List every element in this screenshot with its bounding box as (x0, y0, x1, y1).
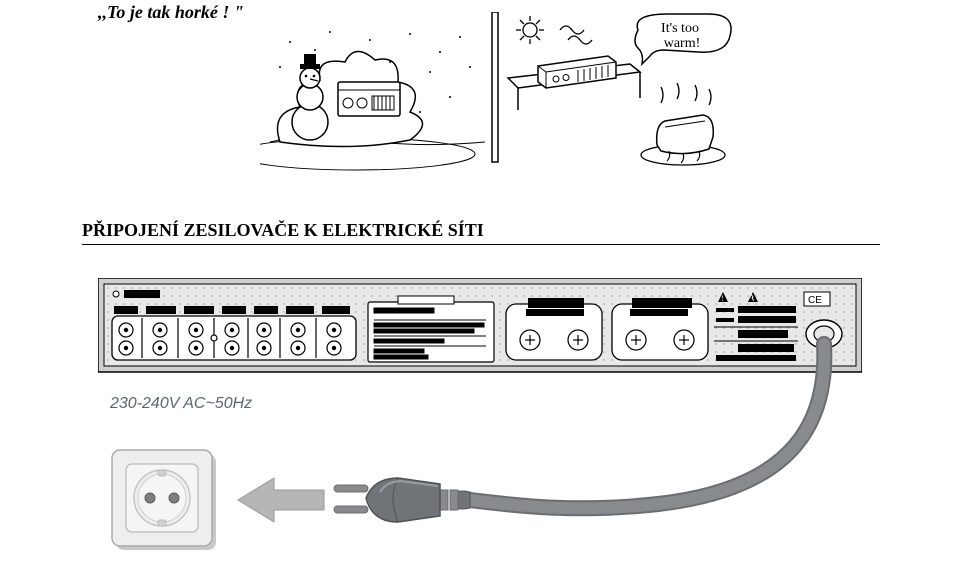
speech-line-2: warm! (664, 36, 701, 51)
speaker-terminal-group-b (612, 298, 708, 360)
svg-text:CE: CE (808, 295, 822, 306)
section-heading: PŘIPOJENÍ ZESILOVAČE K ELEKTRICKÉ SÍTI (82, 220, 484, 241)
speech-line-1: It's too (661, 21, 699, 36)
speech-bubble: It's too warm! (635, 14, 731, 64)
wall-outlet (112, 450, 216, 550)
euro-plug (334, 478, 470, 522)
arrow-left-icon (238, 478, 324, 522)
cartoon-illustration: It's too warm! (260, 12, 732, 180)
ce-mark: CE (804, 292, 830, 306)
section-rule (82, 244, 880, 245)
voltage-label: 230-240V AC~50Hz (109, 395, 252, 412)
connection-diagram: ! CE (98, 278, 862, 558)
svg-text:!: ! (721, 294, 724, 303)
speaker-terminal-group-a (506, 298, 602, 360)
info-label-panel (368, 296, 494, 362)
top-quote: ,,To je tak horké ! " (98, 2, 244, 23)
